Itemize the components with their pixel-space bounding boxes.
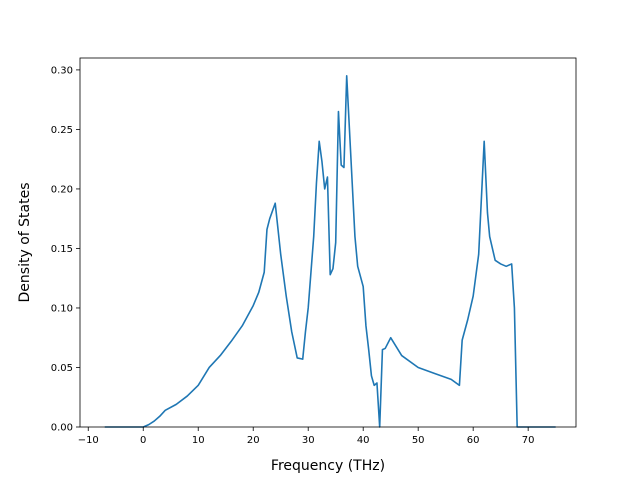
y-tick-label: 0.20 <box>51 184 73 195</box>
x-tick-label: 30 <box>302 435 315 446</box>
dos-series-line-0 <box>104 75 556 428</box>
y-axis-label: Density of States <box>17 183 33 303</box>
x-tick-label: 60 <box>467 435 480 446</box>
x-tick-label: 10 <box>192 435 205 446</box>
x-tick-label: 40 <box>357 435 370 446</box>
x-tick-label: 50 <box>412 435 425 446</box>
x-tick-label: 70 <box>522 435 535 446</box>
plot-area <box>104 75 556 428</box>
y-tick-label: 0.00 <box>51 423 73 434</box>
x-axis-label: Frequency (THz) <box>271 458 385 474</box>
y-tick-label: 0.15 <box>51 244 73 255</box>
y-axis-ticks: 0.00 0.05 0.10 0.15 0.20 0.25 0.30 <box>51 65 80 434</box>
axes-frame <box>79 57 577 428</box>
y-tick-label: 0.10 <box>51 303 73 314</box>
x-tick-label: 20 <box>247 435 260 446</box>
x-tick-label: −10 <box>78 435 99 446</box>
y-tick-label: 0.30 <box>51 65 73 76</box>
x-axis-ticks: −10 0 10 20 30 40 50 60 70 <box>78 427 535 446</box>
y-tick-label: 0.05 <box>51 363 73 374</box>
x-tick-label: 0 <box>140 435 146 446</box>
y-tick-label: 0.25 <box>51 125 73 136</box>
